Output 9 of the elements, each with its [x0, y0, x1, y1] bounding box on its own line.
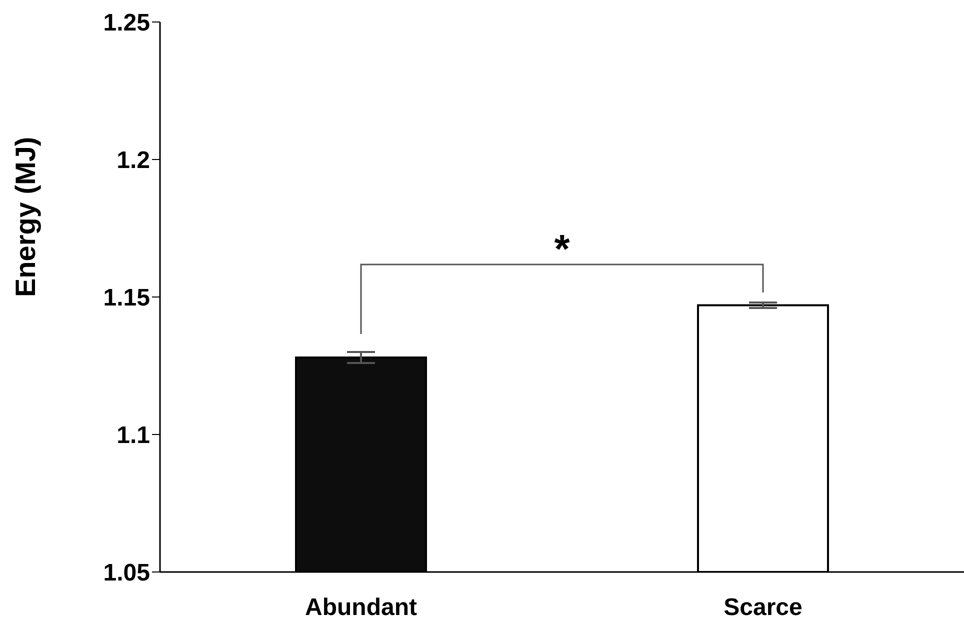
y-tick-label: 1.2	[116, 147, 150, 174]
y-tick-label: 1.1	[116, 422, 150, 450]
y-tick-label: 1.15	[103, 284, 150, 312]
x-tick-label: Abundant	[305, 594, 417, 622]
y-axis-title: Energy (MJ)	[10, 136, 41, 297]
y-tick-label: 1.25	[103, 10, 150, 37]
x-tick-label: Scarce	[724, 594, 802, 622]
annotation: *	[554, 228, 570, 272]
y-tick-label: 1.05	[103, 560, 150, 587]
